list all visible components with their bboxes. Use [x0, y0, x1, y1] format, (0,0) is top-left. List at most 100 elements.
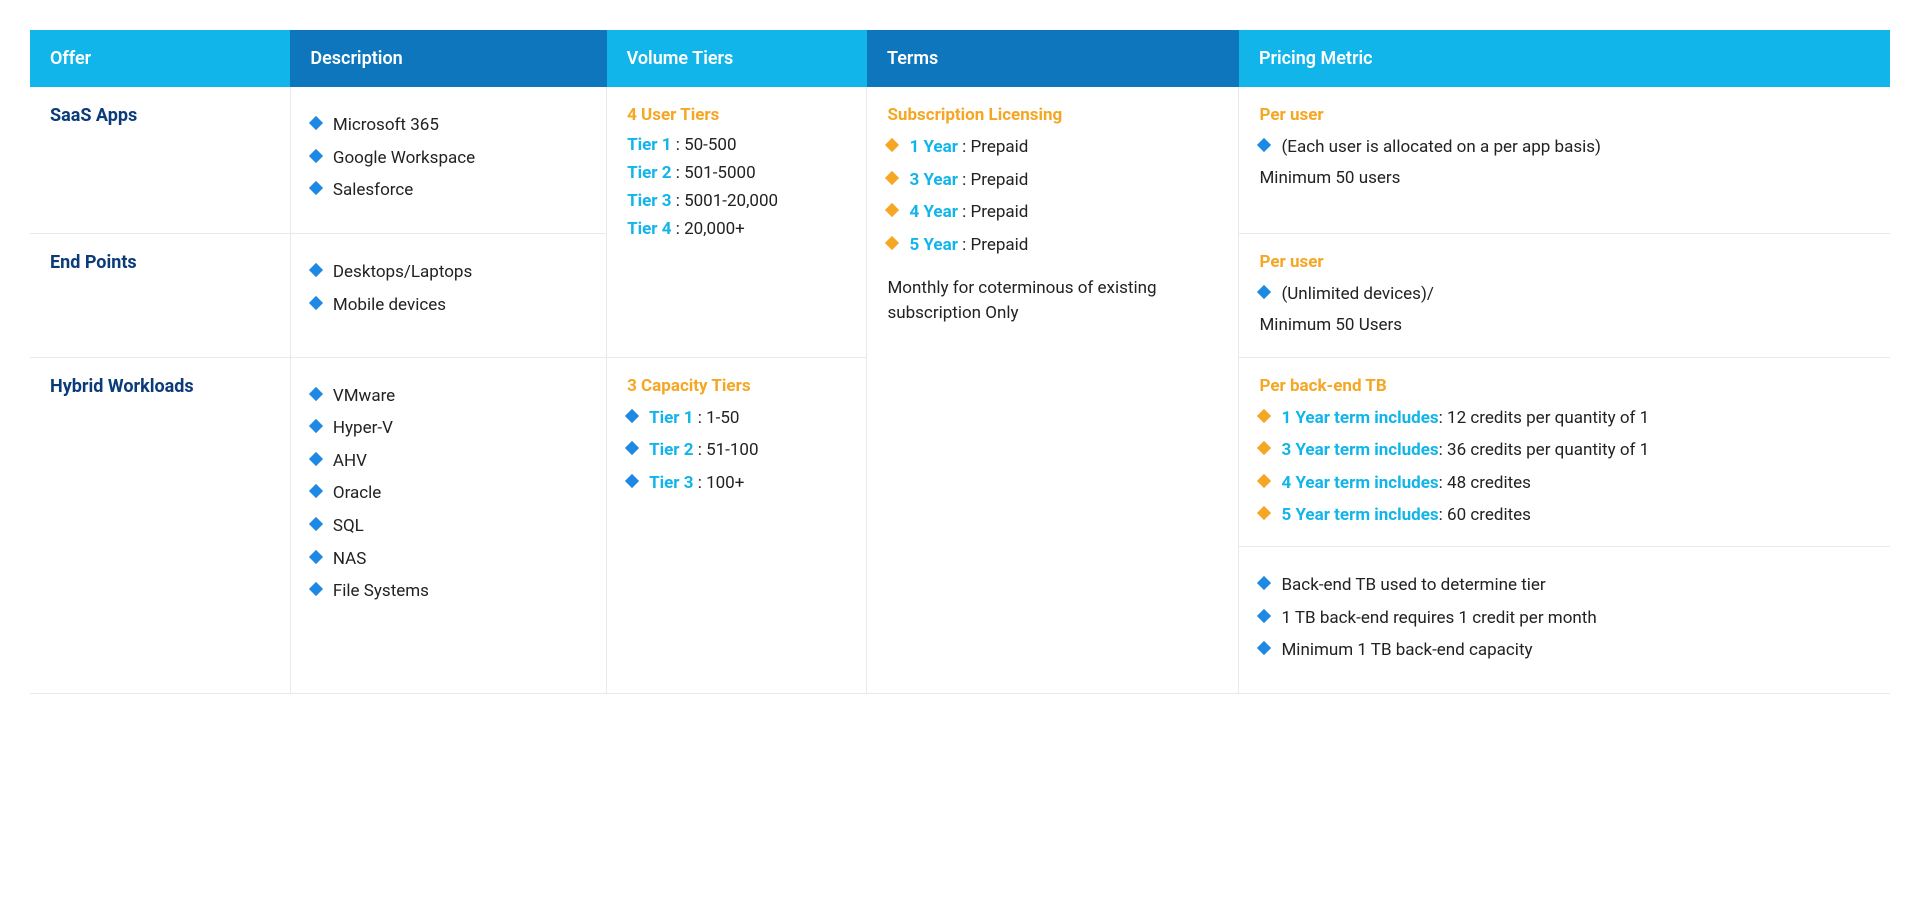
list-item: Google Workspace	[311, 146, 586, 171]
metric-line: (Each user is allocated on a per app bas…	[1281, 137, 1600, 157]
credit-label: 3 Year term includes	[1281, 440, 1438, 460]
credit-value: 12 credits per quantity of 1	[1447, 408, 1649, 428]
terms-note: Monthly for coterminous of existing subs…	[887, 276, 1218, 327]
list-item: Back-end TB used to determine tier	[1259, 573, 1870, 598]
offer-cell-saas: SaaS Apps	[30, 87, 290, 233]
terms-cell: Subscription Licensing 1 Year : Prepaid …	[867, 87, 1239, 694]
list-item: (Each user is allocated on a per app bas…	[1259, 135, 1870, 160]
metric-credits-list: 1 Year term includes: 12 credits per qua…	[1259, 406, 1870, 529]
list-item-label: Mobile devices	[333, 295, 446, 315]
metric-notes-list: Back-end TB used to determine tier 1 TB …	[1259, 573, 1870, 663]
diamond-icon	[309, 116, 323, 130]
header-offer: Offer	[30, 30, 290, 87]
terms-title: Subscription Licensing	[887, 105, 1218, 125]
metric-list-endpoints: (Unlimited devices)/	[1259, 282, 1870, 307]
list-item: Salesforce	[311, 178, 586, 203]
metric-title-hybrid: Per back-end TB	[1259, 376, 1870, 396]
list-item-label: Hyper-V	[333, 418, 393, 438]
header-volume: Volume Tiers	[607, 30, 867, 87]
diamond-icon	[309, 419, 323, 433]
list-item-label: NAS	[333, 549, 366, 569]
tier-label: Tier 2	[649, 440, 693, 460]
list-item: Mobile devices	[311, 293, 586, 318]
credit-value: 48 credites	[1447, 473, 1531, 493]
list-item: Tier 3 : 100+	[627, 471, 846, 496]
metric-hybrid-notes: Back-end TB used to determine tier 1 TB …	[1239, 546, 1890, 663]
diamond-icon	[309, 484, 323, 498]
tier-label: Tier 1	[627, 135, 671, 155]
metric-cell-hybrid: Per back-end TB 1 Year term includes: 12…	[1239, 357, 1890, 693]
diamond-icon	[309, 582, 323, 596]
diamond-icon	[625, 441, 639, 455]
diamond-icon	[1257, 506, 1271, 520]
diamond-icon	[1257, 474, 1271, 488]
list-item: 1 Year term includes: 12 credits per qua…	[1259, 406, 1870, 431]
list-item: AHV	[311, 449, 586, 474]
metric-title-endpoints: Per user	[1259, 252, 1870, 272]
diamond-icon	[885, 138, 899, 152]
metric-line: Minimum 50 users	[1259, 168, 1870, 188]
diamond-icon	[625, 474, 639, 488]
tier-label: Tier 1	[649, 408, 693, 428]
diamond-icon	[885, 236, 899, 250]
volume-cell-capacity-tiers: 3 Capacity Tiers Tier 1 : 1-50 Tier 2 : …	[607, 357, 867, 693]
term-label: 5 Year	[909, 235, 957, 255]
list-item: 4 Year term includes: 48 credites	[1259, 471, 1870, 496]
note-text: Minimum 1 TB back-end capacity	[1281, 640, 1532, 660]
row-saas: SaaS Apps Microsoft 365 Google Workspace…	[30, 87, 1890, 233]
capacity-tiers-title: 3 Capacity Tiers	[627, 376, 846, 396]
list-item: Desktops/Laptops	[311, 260, 586, 285]
list-item: Microsoft 365	[311, 113, 586, 138]
tier-line: Tier 2 : 501-5000	[627, 163, 846, 183]
list-item: 5 Year term includes: 60 credites	[1259, 503, 1870, 528]
list-item-label: Google Workspace	[333, 148, 475, 168]
diamond-icon	[309, 550, 323, 564]
header-terms: Terms	[867, 30, 1239, 87]
desc-list-endpoints: Desktops/Laptops Mobile devices	[311, 260, 586, 317]
list-item: NAS	[311, 547, 586, 572]
metric-cell-endpoints: Per user (Unlimited devices)/ Minimum 50…	[1239, 233, 1890, 357]
diamond-icon	[1257, 285, 1271, 299]
list-item: SQL	[311, 514, 586, 539]
list-item: 5 Year : Prepaid	[887, 233, 1218, 258]
credit-label: 1 Year term includes	[1281, 408, 1438, 428]
list-item-label: Oracle	[333, 483, 381, 503]
diamond-icon	[309, 452, 323, 466]
diamond-icon	[1257, 641, 1271, 655]
user-tiers-title: 4 User Tiers	[627, 105, 846, 125]
desc-list-hybrid: VMware Hyper-V AHV Oracle SQL NAS File S…	[311, 384, 586, 604]
capacity-tiers-list: Tier 1 : 1-50 Tier 2 : 51-100 Tier 3 : 1…	[627, 406, 846, 496]
desc-list-saas: Microsoft 365 Google Workspace Salesforc…	[311, 113, 586, 203]
diamond-icon	[309, 181, 323, 195]
term-value: Prepaid	[971, 137, 1029, 157]
list-item: 1 Year : Prepaid	[887, 135, 1218, 160]
list-item: Hyper-V	[311, 416, 586, 441]
header-metric: Pricing Metric	[1239, 30, 1890, 87]
tier-line: Tier 1 : 50-500	[627, 135, 846, 155]
note-text: 1 TB back-end requires 1 credit per mont…	[1281, 608, 1596, 628]
offer-label-hybrid: Hybrid Workloads	[50, 376, 270, 397]
list-item-label: Microsoft 365	[333, 115, 439, 135]
list-item-label: File Systems	[333, 581, 429, 601]
list-item-label: SQL	[333, 516, 364, 536]
diamond-icon	[1257, 138, 1271, 152]
credit-label: 5 Year term includes	[1281, 505, 1438, 525]
list-item: 4 Year : Prepaid	[887, 200, 1218, 225]
tier-range: 51-100	[706, 440, 758, 460]
term-label: 3 Year	[909, 170, 957, 190]
tier-label: Tier 4	[627, 219, 671, 239]
diamond-icon	[309, 263, 323, 277]
list-item: Tier 2 : 51-100	[627, 438, 846, 463]
credit-label: 4 Year term includes	[1281, 473, 1438, 493]
credit-value: 60 credites	[1447, 505, 1531, 525]
tier-label: Tier 2	[627, 163, 671, 183]
terms-list: 1 Year : Prepaid 3 Year : Prepaid 4 Year…	[887, 135, 1218, 258]
list-item: 3 Year : Prepaid	[887, 168, 1218, 193]
tier-label: Tier 3	[627, 191, 671, 211]
list-item: VMware	[311, 384, 586, 409]
diamond-icon	[309, 295, 323, 309]
diamond-icon	[1257, 609, 1271, 623]
desc-cell-hybrid: VMware Hyper-V AHV Oracle SQL NAS File S…	[290, 357, 606, 693]
metric-list-saas: (Each user is allocated on a per app bas…	[1259, 135, 1870, 160]
diamond-icon	[1257, 576, 1271, 590]
